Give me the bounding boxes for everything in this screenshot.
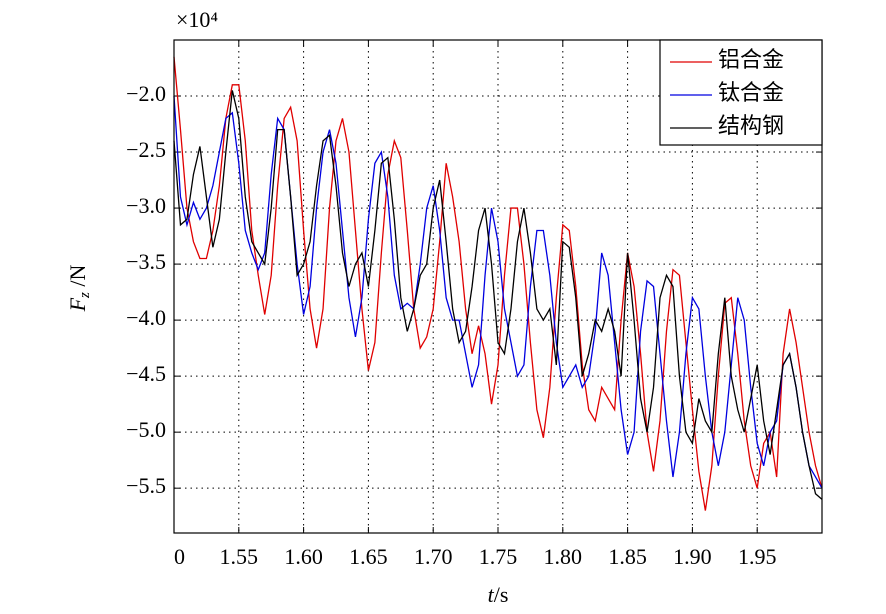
- data-line: [173, 90, 823, 500]
- y-tick-label: −5.0: [126, 417, 166, 442]
- x-tick-label: 1.95: [738, 544, 777, 569]
- x-tick-label: 0: [174, 544, 185, 569]
- exponent: ×10⁴: [176, 7, 218, 32]
- x-tick-label: 1.65: [349, 544, 388, 569]
- y-tick-label: −2.5: [126, 137, 166, 162]
- plot-frame: [173, 39, 823, 534]
- y-label-symbol: F: [65, 297, 90, 312]
- x-label-symbol: t: [488, 582, 495, 607]
- x-axis-label: t/s: [488, 582, 509, 607]
- x-tick-label: 1.90: [673, 544, 712, 569]
- y-tick-label: −4.0: [126, 305, 166, 330]
- y-label-subscript: z: [77, 292, 93, 299]
- x-label-unit: /s: [494, 582, 509, 607]
- x-tick-label: 1.85: [608, 544, 647, 569]
- x-tick-label: 1.60: [284, 544, 323, 569]
- data-line: [173, 95, 823, 489]
- y-tick-label: −5.5: [126, 473, 166, 498]
- x-tick-label: 1.75: [479, 544, 518, 569]
- legend-label: 钛合金: [718, 80, 784, 105]
- data-line: [173, 56, 823, 511]
- x-tick-label: 1.80: [544, 544, 583, 569]
- x-tick-label: 1.70: [414, 544, 453, 569]
- y-axis-label: Fz /N: [65, 264, 93, 312]
- y-label-unit: /N: [65, 264, 90, 292]
- y-tick-label: −3.0: [126, 193, 166, 218]
- y-tick-label: −2.0: [126, 81, 166, 106]
- legend-label: 铝合金: [718, 47, 784, 72]
- legend-label: 结构钢: [718, 113, 784, 138]
- y-tick-label: −3.5: [126, 249, 166, 274]
- x-tick-label: 1.55: [220, 544, 259, 569]
- y-tick-label: −4.5: [126, 361, 166, 386]
